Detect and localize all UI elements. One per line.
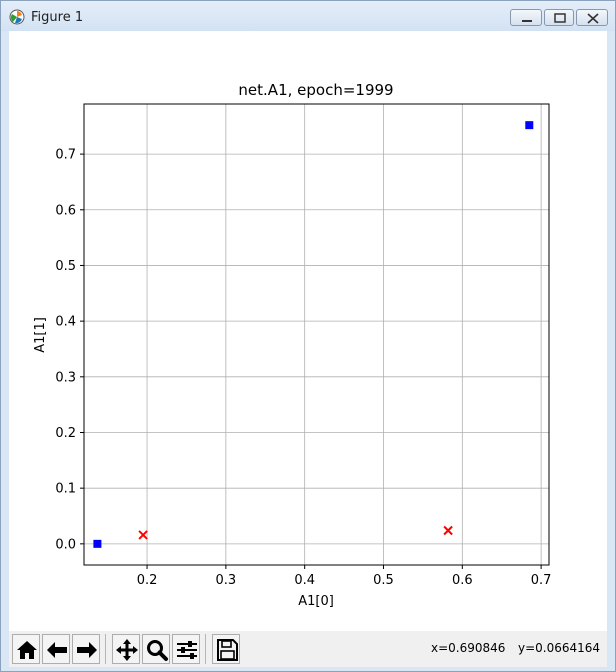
home-icon: [17, 641, 37, 659]
matplotlib-icon: [9, 9, 25, 25]
minimize-button[interactable]: [510, 9, 542, 26]
y-tick-label: 0.6: [55, 203, 76, 218]
forward-arrow-icon: [77, 642, 97, 658]
x-tick-label: 0.5: [373, 573, 394, 588]
toolbar-separator: [105, 634, 106, 664]
y-axis-ticks: 0.0 0.1 0.2 0.3 0.4 0.5 0.6 0.7: [55, 148, 84, 552]
minimize-icon: [522, 20, 532, 22]
plot-frame: [83, 103, 550, 566]
x-tick-label: 0.7: [531, 573, 552, 588]
y-coordinate-readout: y=0.0664164: [518, 641, 601, 655]
y-tick-label: 0.7: [55, 148, 76, 163]
pan-icon: [116, 639, 138, 661]
figure-canvas[interactable]: 0.2 0.3 0.4 0.5 0.6 0.7 0.0 0.1 0.2 0.3 0.4 0.5 0.6…: [9, 31, 607, 631]
x-axis-label: A1[0]: [298, 594, 334, 609]
save-button[interactable]: [212, 634, 240, 664]
navigation-toolbar: x=0.690846 y=0.0664164: [9, 631, 607, 667]
square-marker: [525, 121, 534, 130]
forward-button[interactable]: [72, 634, 100, 664]
y-tick-label: 0.3: [55, 370, 76, 385]
scatter-chart: 0.2 0.3 0.4 0.5 0.6 0.7 0.0 0.1 0.2 0.3 0.4 0.5 0.6…: [33, 81, 552, 609]
home-button[interactable]: [12, 634, 40, 664]
chart-title: net.A1, epoch=1999: [238, 81, 393, 99]
zoom-button[interactable]: [142, 634, 170, 664]
y-tick-label: 0.1: [55, 482, 76, 497]
pan-button[interactable]: [112, 634, 140, 664]
zoom-icon: [147, 640, 168, 661]
x-tick-label: 0.3: [216, 573, 237, 588]
title-bar[interactable]: Figure 1: [1, 1, 615, 31]
y-tick-label: 0.0: [55, 537, 76, 552]
square-marker: [93, 539, 102, 548]
close-button[interactable]: [576, 9, 608, 26]
toolbar-separator: [205, 634, 206, 664]
x-coordinate-readout: x=0.690846: [431, 641, 506, 655]
window-title: Figure 1: [31, 10, 84, 25]
configure-subplots-icon: [177, 641, 197, 659]
x-tick-label: 0.6: [452, 573, 473, 588]
y-tick-label: 0.4: [55, 315, 76, 330]
back-arrow-icon: [47, 642, 67, 658]
configure-subplots-button[interactable]: [172, 634, 200, 664]
x-tick-label: 0.4: [294, 573, 315, 588]
save-icon: [217, 639, 238, 661]
back-button[interactable]: [42, 634, 70, 664]
grid: [84, 104, 549, 565]
x-marker: [138, 530, 148, 540]
data-points: [93, 121, 534, 548]
x-axis-ticks: 0.2 0.3 0.4 0.5 0.6 0.7: [137, 565, 552, 588]
maximize-icon: [554, 13, 566, 23]
y-tick-label: 0.2: [55, 426, 76, 441]
y-axis-label: A1[1]: [33, 317, 48, 353]
x-marker: [443, 525, 453, 536]
close-icon: [587, 13, 599, 24]
maximize-button[interactable]: [544, 9, 574, 26]
y-tick-label: 0.5: [55, 259, 76, 274]
x-tick-label: 0.2: [137, 573, 158, 588]
